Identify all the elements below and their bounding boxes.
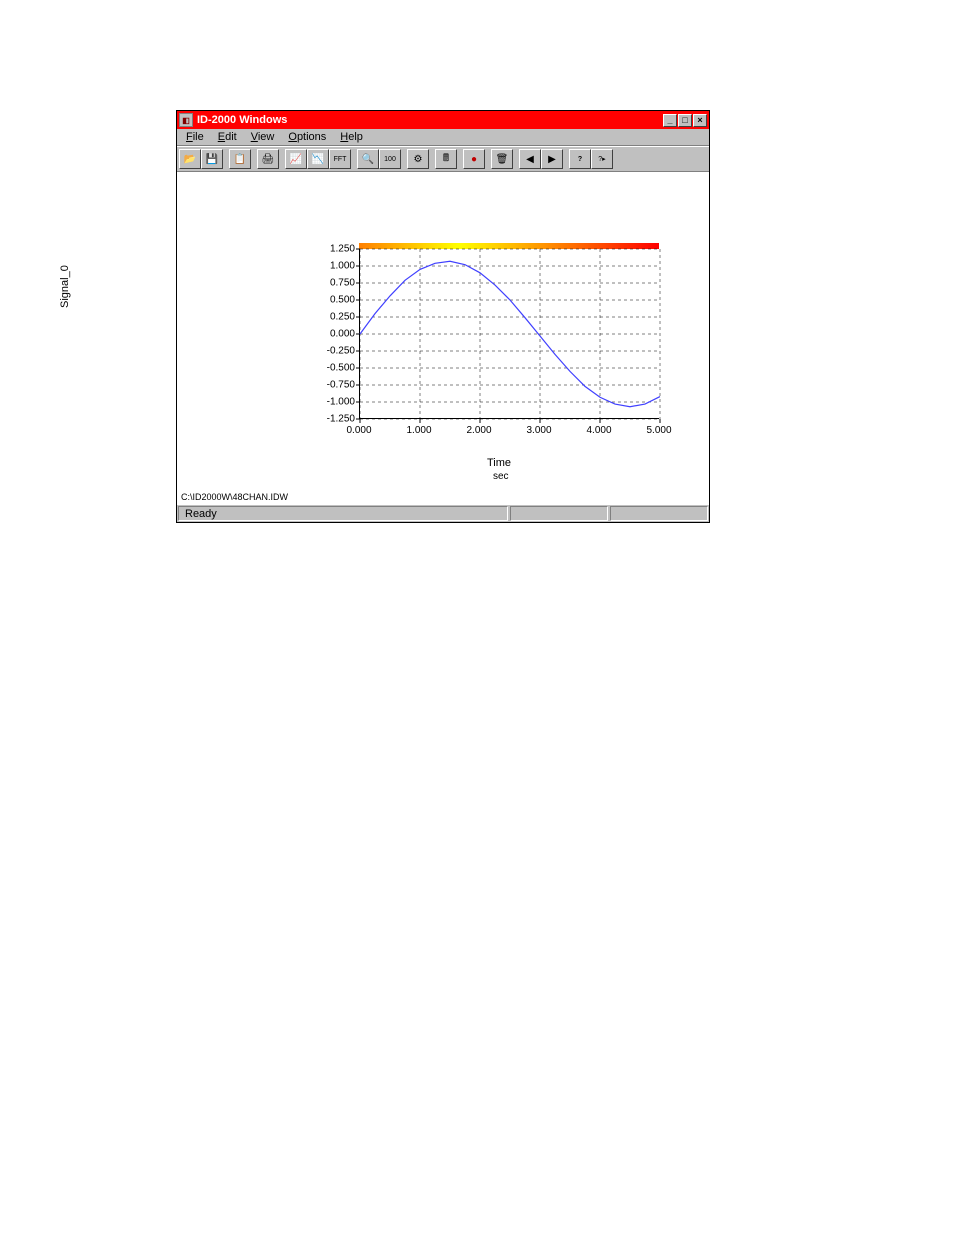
- copy-icon[interactable]: 📋: [229, 149, 251, 169]
- context-help-icon[interactable]: ?▸: [591, 149, 613, 169]
- titlebar: ◧ ID-2000 Windows _ □ ×: [177, 111, 709, 129]
- menu-options[interactable]: Options: [281, 130, 333, 144]
- prev-icon[interactable]: ◀: [519, 149, 541, 169]
- zoom-in-icon[interactable]: 🔍: [357, 149, 379, 169]
- save-icon[interactable]: 💾: [201, 149, 223, 169]
- y-tick-label: 0.750: [311, 278, 355, 289]
- statusbar: Ready: [177, 504, 709, 522]
- y-tick-label: -0.250: [311, 346, 355, 357]
- menu-edit[interactable]: Edit: [211, 130, 244, 144]
- help-icon[interactable]: ?: [569, 149, 591, 169]
- toolbar: 📂💾 📋 🖨 📈📉FFT 🔍100 ⚙ 🖩 ● 🗑 ◀▶??▸: [177, 146, 709, 172]
- y-tick-label: 1.000: [311, 261, 355, 272]
- y-tick-label: -0.750: [311, 380, 355, 391]
- x-axis-unit: sec: [493, 471, 509, 482]
- open-icon[interactable]: 📂: [179, 149, 201, 169]
- menubar: File Edit View Options Help: [177, 129, 709, 146]
- zoom-100-icon[interactable]: 100: [379, 149, 401, 169]
- chart: -1.250 -1.000 -0.750 -0.500 -0.250 0.000 0.250…: [307, 243, 677, 458]
- y-tick-label: 0.500: [311, 295, 355, 306]
- menu-file[interactable]: File: [179, 130, 211, 144]
- window-title: ID-2000 Windows: [197, 114, 662, 126]
- x-tick-label: 1.000: [399, 425, 439, 436]
- x-tick-label: 0.000: [339, 425, 379, 436]
- x-tick-label: 2.000: [459, 425, 499, 436]
- file-path-label: C:\ID2000W\48CHAN.IDW: [181, 492, 288, 502]
- menu-help[interactable]: Help: [333, 130, 370, 144]
- plot-area[interactable]: [359, 249, 659, 419]
- close-button[interactable]: ×: [693, 114, 707, 127]
- y-axis-title: Signal_0: [59, 265, 71, 308]
- status-pane-3: [610, 506, 708, 521]
- menu-label: dit: [225, 131, 237, 143]
- calculator-icon[interactable]: 🖩: [435, 149, 457, 169]
- minimize-button[interactable]: _: [663, 114, 677, 127]
- app-window: ◧ ID-2000 Windows _ □ × File Edit View O…: [176, 110, 710, 523]
- y-tick-label: -1.000: [311, 397, 355, 408]
- record-icon[interactable]: ●: [463, 149, 485, 169]
- menu-label: ile: [193, 131, 204, 143]
- menu-label: iew: [258, 131, 275, 143]
- menu-label: elp: [348, 131, 363, 143]
- plot-svg: [360, 249, 660, 419]
- y-tick-label: -1.250: [311, 414, 355, 425]
- maximize-button[interactable]: □: [678, 114, 692, 127]
- status-text: Ready: [178, 506, 508, 521]
- y-tick-label: 1.250: [311, 244, 355, 255]
- plot-select-icon[interactable]: 📈: [285, 149, 307, 169]
- y-tick-label: 0.250: [311, 312, 355, 323]
- status-pane-2: [510, 506, 608, 521]
- app-icon: ◧: [179, 113, 193, 127]
- next-icon[interactable]: ▶: [541, 149, 563, 169]
- settings-icon[interactable]: ⚙: [407, 149, 429, 169]
- y-tick-label: -0.500: [311, 363, 355, 374]
- x-axis-title: Time: [487, 457, 511, 469]
- print-icon[interactable]: 🖨: [257, 149, 279, 169]
- menu-label: ptions: [297, 131, 326, 143]
- y-tick-label: 0.000: [311, 329, 355, 340]
- menu-view[interactable]: View: [244, 130, 282, 144]
- x-tick-label: 5.000: [639, 425, 679, 436]
- trash-icon[interactable]: 🗑: [491, 149, 513, 169]
- x-tick-label: 4.000: [579, 425, 619, 436]
- plot-line-icon[interactable]: 📉: [307, 149, 329, 169]
- x-tick-label: 3.000: [519, 425, 559, 436]
- fft-icon[interactable]: FFT: [329, 149, 351, 169]
- client-area: Signal_0 -1.250-1.000-0.750-0.500-0.2500…: [177, 172, 709, 504]
